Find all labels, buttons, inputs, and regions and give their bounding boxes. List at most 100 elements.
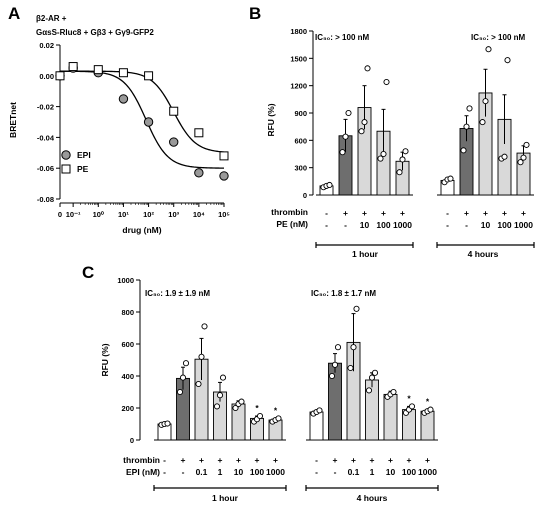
panel-b-ic50-4h: IC₅₀: > 100 nM: [471, 33, 526, 42]
panel-b-plot: 0 300 600 900 1200 1500 1800 - - + - +10 +100 +1000 - -…: [290, 27, 535, 248]
panel-a-ytick-label: 0.02: [39, 41, 54, 50]
panel-c-conc-label: 10: [386, 467, 396, 477]
panel-a-xtick-label: 10²: [143, 210, 154, 219]
panel-b-period-4h: 4 hours: [468, 249, 499, 259]
panel-c-ytick-label: 600: [121, 340, 134, 349]
panel-b-replicate-point: [361, 119, 368, 126]
panel-c-conc-label: -: [163, 467, 166, 477]
panel-c-ytick-label: 400: [121, 372, 134, 381]
panel-c-replicate-point: [201, 323, 208, 330]
panel-b-conc-label: 10: [481, 220, 491, 230]
panel-b-replicate-point: [358, 128, 365, 135]
panel-c-replicate-point: [256, 412, 264, 420]
panel-b-replicate-point: [485, 46, 492, 53]
panel-c-replicate-point: [350, 344, 357, 351]
panel-a-ytick-label: 0.00: [39, 72, 54, 81]
panel-b-replicate-point: [396, 169, 403, 176]
panel-c-conc-label: 10: [234, 467, 244, 477]
panel-c-replicate-point: [347, 364, 354, 372]
panel-b-replicate-point: [402, 148, 409, 155]
legend-pe-marker: [61, 164, 71, 174]
panel-b-replicate-point: [479, 119, 486, 126]
panel-c-replicate-point: [328, 372, 336, 380]
panel-c-conc-label: 1: [370, 467, 375, 477]
panel-c-replicate-point: [179, 374, 187, 381]
panel-c-replicate-point: [176, 388, 184, 396]
panel-b-period-1h: 1 hour: [352, 249, 379, 259]
panel-c-thrombin-mark: +: [333, 455, 338, 465]
panel-c-conc-label: 1000: [418, 467, 437, 477]
panel-b-replicate-point: [339, 149, 346, 156]
panel-b-conc-label: 1000: [393, 220, 412, 230]
panel-a-xtick-label: 10¹: [118, 210, 129, 219]
panel-a-xtick-label: 0: [58, 210, 62, 219]
panel-c-ic50-1h: IC₅₀: 1.9 ± 1.9 nM: [145, 289, 210, 298]
panel-b-ytick-label: 1200: [290, 82, 307, 91]
panel-c-replicate-point: [219, 374, 227, 381]
panel-b-ic50-1h: IC₅₀: > 100 nM: [315, 33, 370, 42]
panel-a-point-epi: [169, 137, 179, 147]
panel-c-replicate-point: [316, 407, 323, 414]
panel-b-thrombin-mark: +: [343, 208, 348, 218]
panel-c-replicate-point: [213, 403, 221, 410]
panel-a-xtick-label: 10⁰: [93, 210, 105, 219]
panel-a-plot: 0.02 0.00 -0.02 -0.04 -0.06 -0.08 0 10⁻¹ 10⁰ 10¹ 1…: [37, 41, 231, 219]
panel-a-point-pe: [169, 106, 179, 116]
panel-c-thrombin-mark: +: [199, 455, 204, 465]
panel-b-replicate-point: [504, 57, 511, 64]
legend-pe-label: PE: [77, 164, 89, 174]
panel-a-ytick-label: -0.06: [37, 164, 54, 173]
panel-a-point-pe: [219, 151, 229, 161]
panel-c-replicate-point: [368, 374, 376, 381]
panel-c-thrombin-mark: +: [181, 455, 186, 465]
panel-b-ytick-label: 600: [294, 136, 307, 145]
panel-c-thrombin-mark: -: [163, 455, 166, 465]
panel-b-conc-label: -: [465, 220, 468, 230]
panel-a-xtick-label: 10³: [168, 210, 179, 219]
panel-b-replicate-point: [326, 181, 333, 189]
panel-c-replicate-point: [195, 380, 202, 388]
panel-c-ytick-label: 200: [121, 404, 134, 413]
panel-c-conc-label: -: [182, 467, 185, 477]
panel-c-conc-label: 0.1: [196, 467, 208, 477]
panel-c-replicate-point: [334, 344, 342, 351]
panel-c-thrombin-mark: +: [370, 455, 375, 465]
panel-a-title-line2: GαsS-Rluc8 + Gβ3 + Gγ9-GFP2: [36, 28, 154, 37]
panel-c-replicate-point: [331, 361, 339, 368]
panel-c-replicate-point: [164, 420, 171, 427]
panel-c-ytick-label: 1000: [117, 276, 134, 285]
panel-a-xtick-label: 10⁴: [193, 210, 205, 219]
panel-a-point-epi: [143, 117, 154, 127]
panel-b-thrombin-mark: +: [521, 208, 526, 218]
panel-c-ytick-label: 800: [121, 308, 134, 317]
panel-b-conc-label: 1000: [514, 220, 533, 230]
panel-c-row-thrombin: thrombin: [123, 455, 160, 465]
legend-epi-marker: [61, 150, 71, 160]
panel-c-replicate-point: [390, 388, 397, 396]
panel-c-thrombin-mark: +: [236, 455, 241, 465]
panel-b-thrombin-mark: +: [483, 208, 488, 218]
panel-c-thrombin-mark: +: [218, 455, 223, 465]
panel-b-thrombin-mark: +: [502, 208, 507, 218]
panel-c-conc-label: -: [315, 467, 318, 477]
panel-b-replicate-point: [380, 150, 387, 158]
panel-b-conc-label: -: [325, 220, 328, 230]
panel-c-thrombin-mark: +: [388, 455, 393, 465]
panel-a-xtick-label: 10⁻¹: [66, 210, 81, 219]
panel-c-replicate-point: [427, 406, 434, 413]
panel-a-point-pe: [118, 68, 128, 78]
panel-c-conc-label: 1: [218, 467, 223, 477]
panel-a-xlabel: drug (nM): [122, 225, 161, 235]
panel-c-replicate-point: [216, 392, 224, 399]
panel-a-point-pe: [93, 65, 103, 75]
panel-c-period-1h: 1 hour: [212, 493, 239, 503]
panel-a-point-pe: [68, 62, 78, 72]
panel-a-point-pe: [144, 71, 154, 81]
panel-b-conc-label: 10: [360, 220, 370, 230]
panel-c-thrombin-mark: -: [315, 455, 318, 465]
panel-c-replicate-point: [232, 404, 239, 412]
panel-b-conc-label: 100: [376, 220, 390, 230]
panel-b-replicate-point: [345, 109, 352, 117]
panel-c-row-conc: EPI (nM): [126, 467, 160, 477]
